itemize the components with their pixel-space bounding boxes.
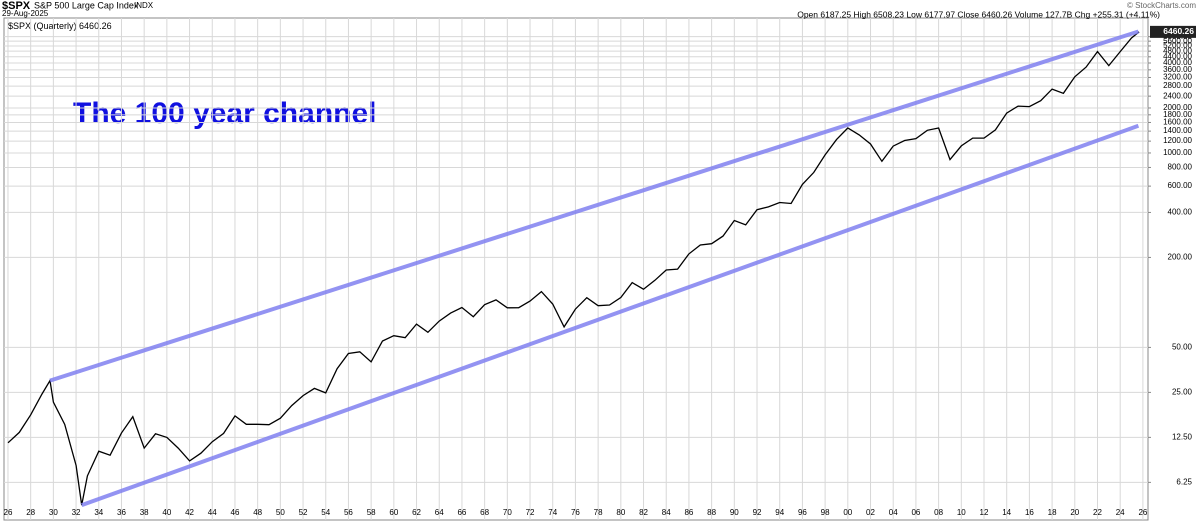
y-tick-label: 200.00 (1168, 253, 1193, 262)
x-tick-label: 22 (1093, 508, 1102, 517)
plot-frame (3, 17, 1149, 521)
x-tick-label: 44 (208, 508, 217, 517)
x-tick-label: 76 (571, 508, 580, 517)
x-tick-label: 82 (639, 508, 648, 517)
x-tick-label: 50 (276, 508, 285, 517)
x-tick-label: 72 (526, 508, 535, 517)
x-tick-label: 20 (1070, 508, 1079, 517)
y-tick-label: 3600.00 (1163, 65, 1192, 74)
x-tick-label: 42 (185, 508, 194, 517)
x-tick-label: 96 (798, 508, 807, 517)
y-tick-label: 2400.00 (1163, 91, 1192, 100)
x-tick-label: 86 (684, 508, 693, 517)
x-tick-label: 00 (843, 508, 852, 517)
annotation: The 100 year channel (73, 97, 377, 130)
y-tick-label: 1400.00 (1163, 126, 1192, 135)
y-tick-label: 4400.00 (1163, 52, 1192, 61)
y-tick-label: 5600.00 (1163, 36, 1192, 45)
credit: © StockCharts.com (1127, 1, 1196, 10)
x-tick-label: 48 (253, 508, 262, 517)
x-tick-label: 40 (162, 508, 171, 517)
x-tick-label: 34 (94, 508, 103, 517)
x-tick-label: 32 (72, 508, 81, 517)
x-tick-label: 60 (389, 508, 398, 517)
y-tick-label: 1600.00 (1163, 118, 1192, 127)
index-name: S&P 500 Large Cap Index (34, 0, 139, 10)
y-tick-label: 1200.00 (1163, 136, 1192, 145)
x-tick-label: 18 (1048, 508, 1057, 517)
y-tick-label: 1000.00 (1163, 148, 1192, 157)
x-tick-label: 84 (662, 508, 671, 517)
x-tick-label: 98 (821, 508, 830, 517)
x-tick-label: 66 (457, 508, 466, 517)
channel-line (81, 123, 1140, 507)
price-line (7, 31, 1140, 506)
y-tick-label: 800.00 (1168, 163, 1193, 172)
y-tick-label: 600.00 (1168, 181, 1193, 190)
x-tick-label: 08 (934, 508, 943, 517)
x-tick-label: 04 (889, 508, 898, 517)
x-tick-label: 80 (616, 508, 625, 517)
x-tick-label: 52 (299, 508, 308, 517)
quote: Open 6187.25 High 6508.23 Low 6177.97 Cl… (797, 9, 1160, 19)
x-tick-label: 56 (344, 508, 353, 517)
x-tick-label: 64 (435, 508, 444, 517)
x-tick-label: 36 (117, 508, 126, 517)
y-tick-label: 400.00 (1168, 208, 1193, 217)
x-tick-label: 26 (1138, 508, 1147, 517)
date: 29-Aug-2025 (2, 9, 49, 18)
symbol: $SPX (2, 0, 31, 12)
y-tick-label: 4800.00 (1163, 46, 1192, 55)
y-tick-label: 2000.00 (1163, 103, 1192, 112)
x-tick-label: 26 (4, 508, 13, 517)
grid (4, 18, 1148, 520)
marks (7, 29, 1140, 507)
x-tick-label: 94 (775, 508, 784, 517)
x-tick-label: 68 (480, 508, 489, 517)
legend: $SPX (Quarterly) 6460.26 (8, 21, 112, 31)
x-tick-label: 28 (26, 508, 35, 517)
x-tick-label: 16 (1025, 508, 1034, 517)
x-tick-label: 02 (866, 508, 875, 517)
x-tick-label: 58 (367, 508, 376, 517)
y-tick-label: 1800.00 (1163, 110, 1192, 119)
x-tick-label: 90 (730, 508, 739, 517)
x-tick-label: 70 (503, 508, 512, 517)
x-tick-label: 24 (1116, 508, 1125, 517)
x-tick-label: 78 (594, 508, 603, 517)
x-tick-label: 14 (1002, 508, 1011, 517)
y-tick-label: 2800.00 (1163, 81, 1192, 90)
x-tick-label: 10 (957, 508, 966, 517)
y-tick-label: 50.00 (1172, 343, 1193, 352)
x-tick-label: 74 (548, 508, 557, 517)
last-price-label: 6460.26 (1163, 26, 1194, 36)
x-tick-label: 30 (49, 508, 58, 517)
legend-name: $SPX (Quarterly) (8, 21, 77, 31)
x-tick-label: 38 (140, 508, 149, 517)
last-price-box (1150, 25, 1196, 38)
x-tick-label: 92 (753, 508, 762, 517)
legend-value: 6460.26 (79, 21, 112, 31)
exchange: INDX (134, 1, 154, 10)
y-tick-label: 4000.00 (1163, 58, 1192, 67)
channel-line (49, 29, 1140, 383)
y-tick-label: 12.50 (1172, 432, 1193, 441)
y-tick-label: 3200.00 (1163, 73, 1192, 82)
x-tick-label: 88 (707, 508, 716, 517)
y-tick-label: 6.25 (1176, 477, 1192, 486)
x-tick-label: 12 (980, 508, 989, 517)
y-tick-label: 25.00 (1172, 387, 1193, 396)
x-tick-label: 46 (231, 508, 240, 517)
x-tick-label: 06 (911, 508, 920, 517)
x-tick-label: 62 (412, 508, 421, 517)
y-tick-label: 5200.00 (1163, 41, 1192, 50)
x-tick-label: 54 (321, 508, 330, 517)
